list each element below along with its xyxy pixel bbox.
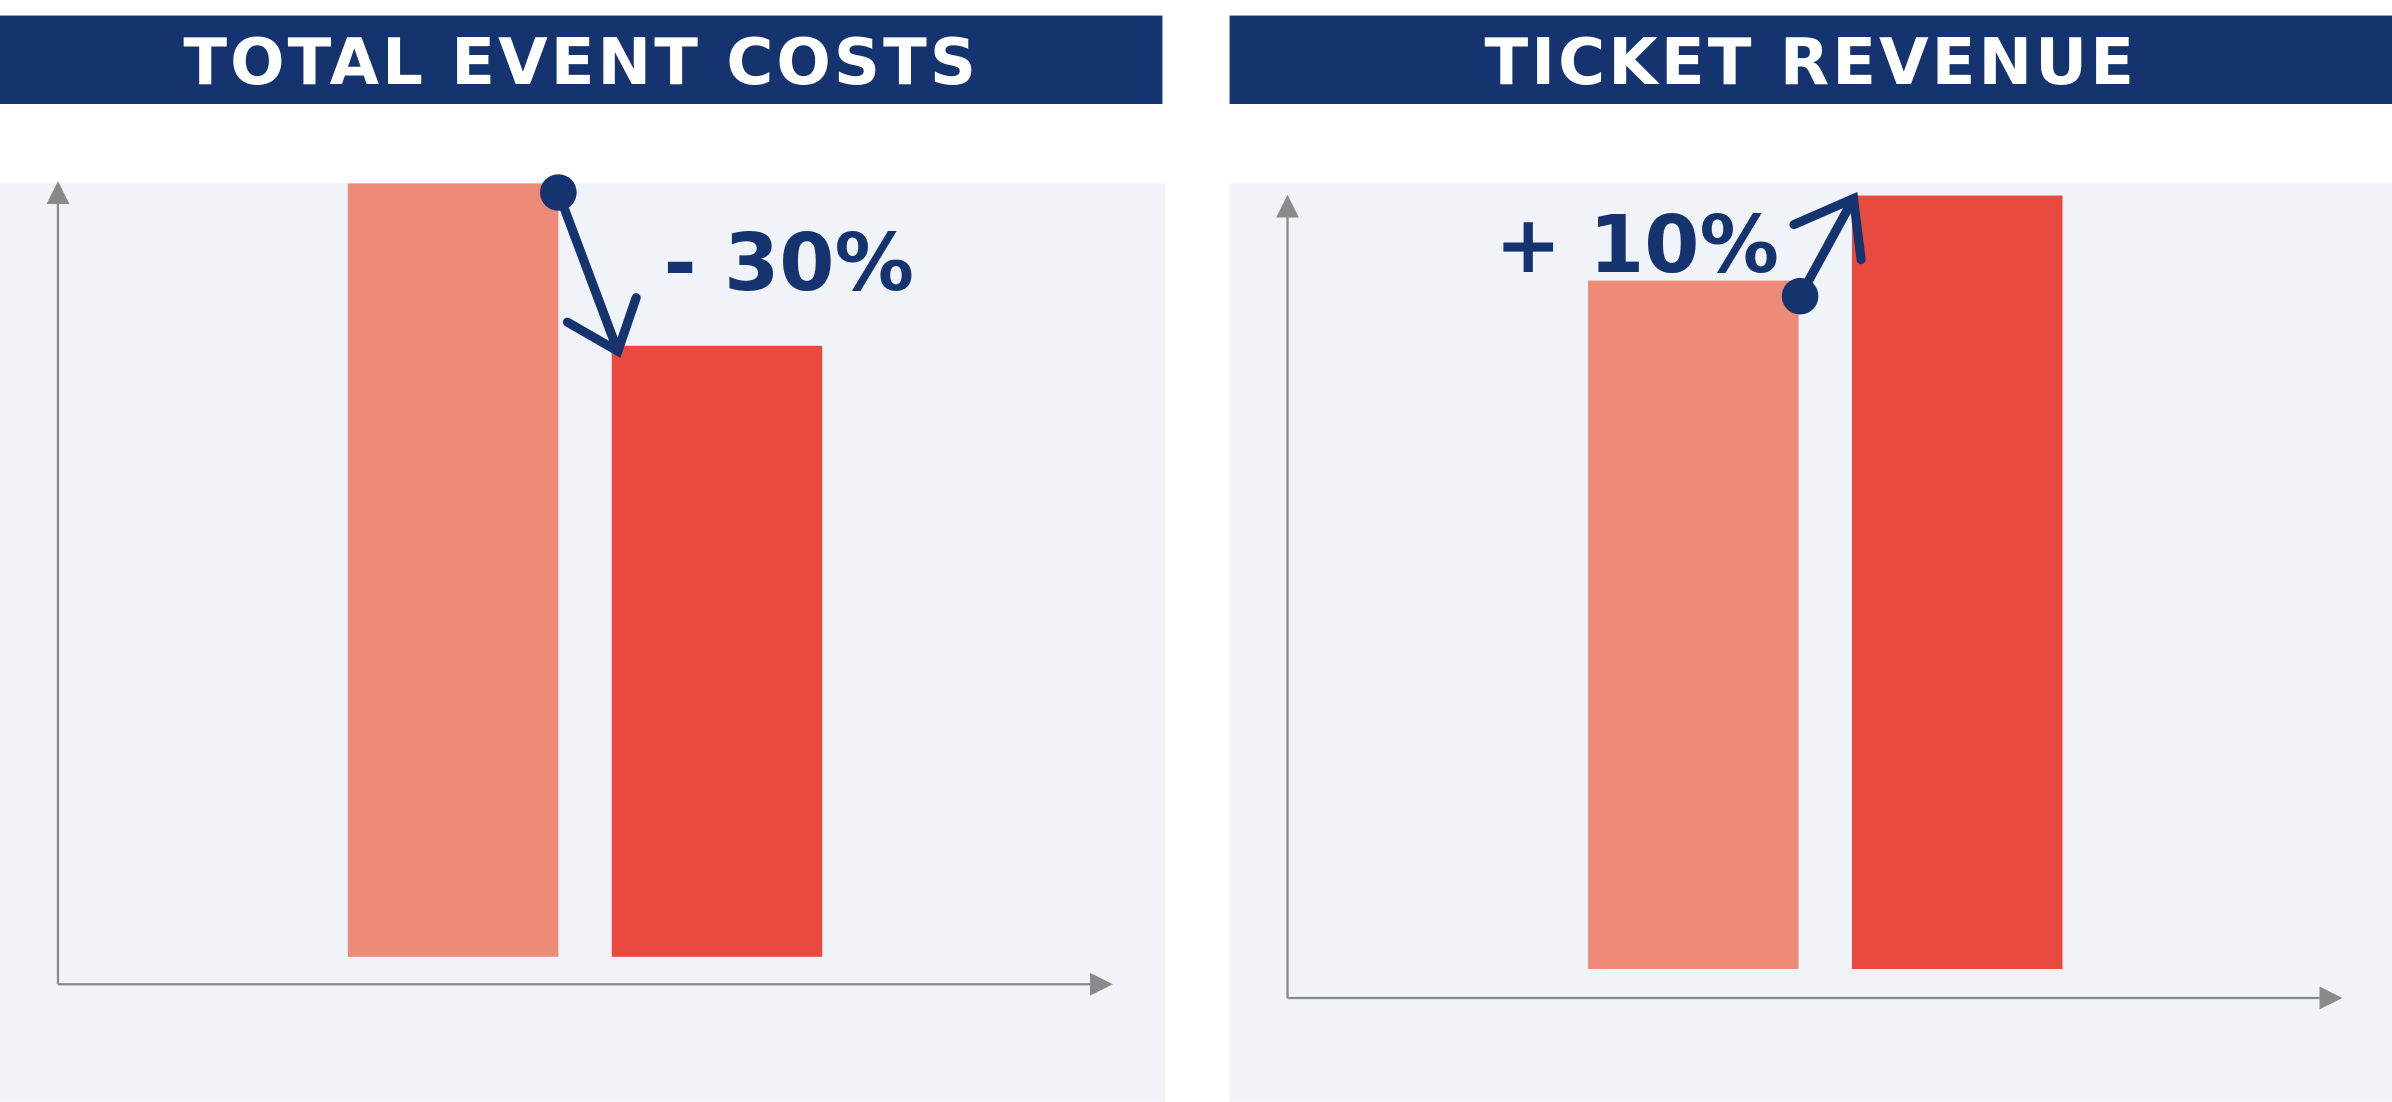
chart-title: TOTAL EVENT COSTS: [183, 26, 979, 100]
bar: [347, 183, 559, 957]
change-label: + 10%: [1495, 198, 1779, 291]
header-bar: [0, 15, 1163, 105]
change-label: - 30%: [664, 216, 914, 309]
header-bar: [1229, 15, 2392, 105]
arrow-dot: [540, 174, 577, 211]
bar: [1588, 280, 1799, 969]
change-arrow: [553, 187, 1866, 358]
bar: [611, 345, 823, 957]
chart-panel: [0, 183, 1166, 1102]
chart-panel: [1229, 183, 2392, 1102]
arrow-dot: [1781, 277, 1819, 315]
bars: [347, 183, 2063, 969]
bar: [1851, 195, 2063, 969]
chart-title: TICKET REVENUE: [1485, 26, 2138, 100]
